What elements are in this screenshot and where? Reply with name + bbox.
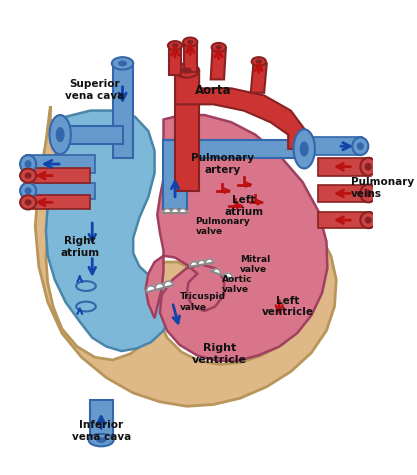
- Ellipse shape: [357, 143, 363, 149]
- Ellipse shape: [366, 218, 371, 223]
- Ellipse shape: [56, 128, 64, 142]
- Polygon shape: [205, 259, 214, 264]
- Ellipse shape: [168, 41, 182, 50]
- Polygon shape: [318, 184, 371, 202]
- Polygon shape: [211, 48, 226, 79]
- Text: Superior
vena cava: Superior vena cava: [65, 79, 125, 101]
- Text: Pulmonary
artery: Pulmonary artery: [191, 153, 254, 175]
- Text: Tricuspid
valve: Tricuspid valve: [179, 293, 226, 312]
- Text: Pulmonary
veins: Pulmonary veins: [351, 177, 414, 199]
- Polygon shape: [59, 126, 123, 143]
- Polygon shape: [184, 42, 197, 72]
- Polygon shape: [213, 269, 221, 275]
- Polygon shape: [318, 158, 371, 176]
- Ellipse shape: [360, 212, 376, 228]
- Text: Left
atrium: Left atrium: [224, 195, 263, 217]
- Polygon shape: [164, 281, 173, 288]
- Ellipse shape: [173, 44, 178, 47]
- Polygon shape: [198, 260, 206, 266]
- Text: Left
ventricle: Left ventricle: [262, 296, 314, 317]
- Ellipse shape: [20, 183, 36, 199]
- Polygon shape: [175, 70, 306, 149]
- Polygon shape: [26, 183, 95, 199]
- Ellipse shape: [89, 434, 113, 446]
- Polygon shape: [163, 209, 171, 213]
- Polygon shape: [304, 137, 362, 155]
- Ellipse shape: [20, 169, 36, 183]
- Polygon shape: [146, 115, 327, 361]
- Polygon shape: [155, 284, 165, 290]
- Ellipse shape: [182, 68, 191, 73]
- Polygon shape: [163, 140, 187, 209]
- Polygon shape: [35, 106, 336, 406]
- Ellipse shape: [25, 188, 31, 193]
- Ellipse shape: [112, 57, 133, 70]
- Ellipse shape: [25, 200, 31, 205]
- Ellipse shape: [294, 129, 315, 169]
- Ellipse shape: [360, 158, 376, 176]
- Ellipse shape: [211, 43, 226, 52]
- Text: Aorta: Aorta: [195, 84, 232, 96]
- Polygon shape: [163, 140, 304, 158]
- Text: Right
atrium: Right atrium: [60, 236, 99, 257]
- Text: Inferior
vena cava: Inferior vena cava: [71, 420, 131, 442]
- Polygon shape: [169, 46, 181, 75]
- Ellipse shape: [97, 438, 106, 442]
- Ellipse shape: [366, 163, 371, 170]
- Polygon shape: [26, 169, 90, 183]
- Ellipse shape: [256, 60, 261, 63]
- Polygon shape: [26, 155, 95, 173]
- Polygon shape: [171, 209, 179, 213]
- Polygon shape: [175, 70, 199, 191]
- Polygon shape: [251, 63, 267, 93]
- Text: Mitral
valve: Mitral valve: [240, 255, 270, 275]
- Ellipse shape: [119, 61, 126, 66]
- Ellipse shape: [20, 155, 36, 173]
- Ellipse shape: [352, 137, 368, 155]
- Ellipse shape: [50, 115, 71, 154]
- Ellipse shape: [216, 46, 221, 49]
- Polygon shape: [318, 212, 371, 228]
- Ellipse shape: [188, 40, 193, 44]
- Ellipse shape: [25, 173, 31, 178]
- Polygon shape: [26, 195, 90, 209]
- Polygon shape: [113, 63, 133, 158]
- Text: Pulmonary
valve: Pulmonary valve: [196, 217, 250, 236]
- Ellipse shape: [20, 195, 36, 209]
- Polygon shape: [90, 400, 113, 440]
- Polygon shape: [179, 209, 187, 213]
- Ellipse shape: [174, 63, 199, 77]
- Text: Aortic
valve: Aortic valve: [222, 275, 253, 294]
- Ellipse shape: [25, 161, 31, 167]
- Polygon shape: [190, 262, 198, 266]
- Ellipse shape: [366, 190, 371, 197]
- Ellipse shape: [251, 57, 266, 66]
- Polygon shape: [146, 285, 156, 292]
- Ellipse shape: [360, 184, 376, 202]
- Ellipse shape: [183, 38, 197, 47]
- Ellipse shape: [301, 142, 308, 156]
- Polygon shape: [46, 111, 171, 351]
- Polygon shape: [224, 273, 232, 279]
- Text: Right
ventricle: Right ventricle: [192, 343, 247, 364]
